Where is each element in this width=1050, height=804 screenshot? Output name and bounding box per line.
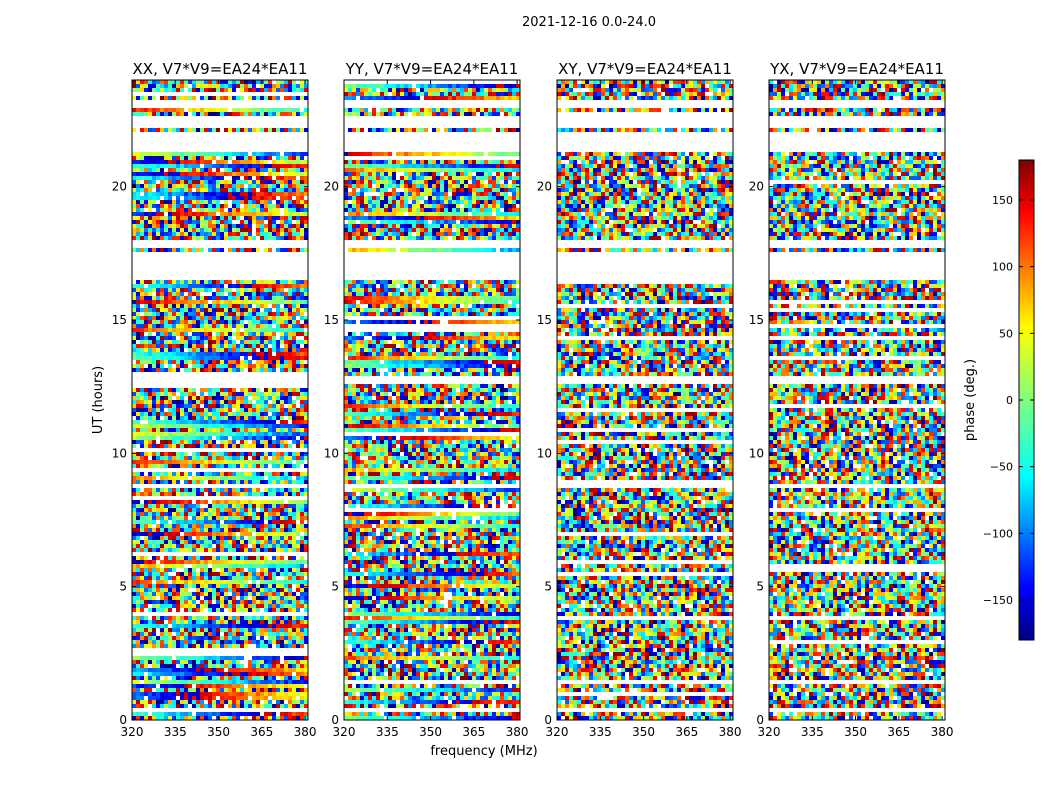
figure-title: 2021-12-16 0.0-24.0 <box>522 15 656 30</box>
x-tick-label: 365 <box>675 725 698 739</box>
x-tick-label: 335 <box>376 725 399 739</box>
y-tick-label: 20 <box>324 180 339 194</box>
panel-1-heatmap <box>132 80 308 720</box>
y-tick-label: 15 <box>112 313 127 327</box>
colorbar-tick-label: 100 <box>992 261 1013 274</box>
colorbar-tick-label: −150 <box>983 594 1013 607</box>
x-tick-label: 365 <box>887 725 910 739</box>
x-tick-label: 350 <box>207 725 230 739</box>
x-tick-label: 335 <box>801 725 824 739</box>
x-tick-label: 350 <box>844 725 867 739</box>
x-axis-label: frequency (MHz) <box>430 744 537 759</box>
y-tick-label: 10 <box>324 446 339 460</box>
colorbar-tick-label: 50 <box>999 327 1013 340</box>
x-tick-label: 380 <box>506 725 529 739</box>
panel-2-title: YY, V7*V9=EA24*EA11 <box>345 60 519 78</box>
y-tick-label: 5 <box>331 580 339 594</box>
y-tick-label: 20 <box>749 180 764 194</box>
panel-2: YY, V7*V9=EA24*EA11 320 335 350 365 380 0 5 10 15… <box>324 60 529 739</box>
panel-4-frame <box>768 79 946 721</box>
colorbar-label: phase (deg.) <box>963 359 978 441</box>
y-tick-label: 5 <box>544 580 552 594</box>
phase-colorbar: 150 100 50 0 −50 −100 −150 phase (deg.) <box>963 159 1035 641</box>
panel-3-heatmap <box>557 80 733 720</box>
y-tick-label: 5 <box>756 580 764 594</box>
y-tick-label: 20 <box>112 180 127 194</box>
x-tick-label: 350 <box>632 725 655 739</box>
colorbar-tick-label: −50 <box>990 461 1013 474</box>
panel-4-title: YX, V7*V9=EA24*EA11 <box>769 60 944 78</box>
y-tick-label: 15 <box>324 313 339 327</box>
panel-2-heatmap <box>344 80 520 720</box>
y-tick-label: 10 <box>749 446 764 460</box>
x-tick-label: 320 <box>121 725 144 739</box>
panel-4-heatmap <box>769 80 945 720</box>
x-tick-label: 320 <box>758 725 781 739</box>
y-axis-label: UT (hours) <box>91 366 106 434</box>
y-tick-label: 0 <box>119 713 127 727</box>
x-tick-label: 320 <box>333 725 356 739</box>
y-tick-label: 0 <box>331 713 339 727</box>
x-tick-label: 380 <box>931 725 954 739</box>
x-tick-label: 320 <box>546 725 569 739</box>
x-tick-label: 365 <box>462 725 485 739</box>
panel-3-frame <box>556 79 734 721</box>
y-tick-label: 0 <box>544 713 552 727</box>
x-tick-label: 380 <box>719 725 742 739</box>
panel-4: YX, V7*V9=EA24*EA11 320 335 350 365 380 0 5 10 15… <box>749 60 954 739</box>
y-tick-label: 10 <box>112 446 127 460</box>
colorbar-tick-label: 0 <box>1006 394 1013 407</box>
y-tick-label: 15 <box>749 313 764 327</box>
panel-3-title: XY, V7*V9=EA24*EA11 <box>558 60 732 78</box>
x-tick-label: 365 <box>250 725 273 739</box>
panel-1-title: XX, V7*V9=EA24*EA11 <box>133 60 308 78</box>
x-tick-label: 380 <box>294 725 317 739</box>
panel-1-frame <box>131 79 309 721</box>
x-tick-label: 335 <box>164 725 187 739</box>
y-tick-label: 0 <box>756 713 764 727</box>
panel-3: XY, V7*V9=EA24*EA11 320 335 350 365 380 0 5 10 15… <box>537 60 742 739</box>
panels-group: XX, V7*V9=EA24*EA11 320 335 350 365 380 0 5 10 15… <box>112 60 954 739</box>
panel-2-frame <box>343 79 521 721</box>
panel-1: XX, V7*V9=EA24*EA11 320 335 350 365 380 0 5 10 15… <box>112 60 317 739</box>
x-tick-label: 350 <box>419 725 442 739</box>
y-tick-label: 5 <box>119 580 127 594</box>
x-tick-label: 335 <box>589 725 612 739</box>
colorbar-tick-label: 150 <box>992 194 1013 207</box>
y-tick-label: 20 <box>537 180 552 194</box>
y-tick-label: 10 <box>537 446 552 460</box>
colorbar-tick-label: −100 <box>983 527 1013 540</box>
y-tick-label: 15 <box>537 313 552 327</box>
